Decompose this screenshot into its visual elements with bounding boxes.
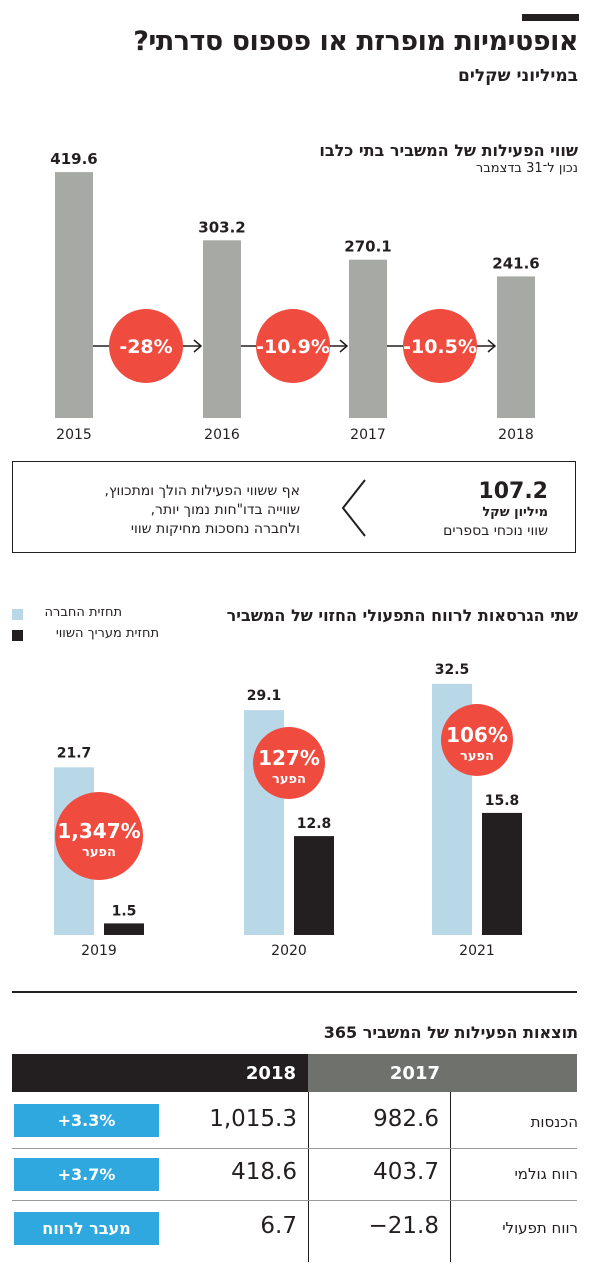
- section-divider: [12, 991, 577, 993]
- bar-2016: [203, 240, 241, 418]
- table-divider: [308, 1092, 309, 1262]
- change-label: -10.9%: [256, 336, 330, 358]
- book-value-label: שווי נוכחי בספרים: [443, 523, 548, 539]
- gap-badge: [55, 792, 143, 880]
- table-title: תוצאות הפעילות של המשביר 365: [323, 1023, 578, 1042]
- book-text-line: שווייה בדו"חות נמוך יותר,: [150, 502, 300, 518]
- data-label: 32.5: [435, 662, 470, 678]
- x-tick-label: 2020: [271, 943, 307, 959]
- arrow-icon: [487, 339, 497, 353]
- arrow-icon: [193, 339, 203, 353]
- cell-2017-operating-profit: −21.8: [368, 1213, 439, 1239]
- bar-2017: [349, 259, 387, 418]
- table-header-2017: 2017: [308, 1054, 450, 1092]
- book-text-line: ולחברה נחסכות מחיקות שווי: [130, 521, 300, 537]
- cell-2018-operating-profit: 6.7: [260, 1213, 297, 1239]
- x-tick-label: 2019: [81, 943, 117, 959]
- x-tick-label: 2017: [350, 427, 386, 443]
- page-title: אופטימיות מופרזת או פספוס סדרתי?: [133, 26, 578, 57]
- data-label: 241.6: [492, 254, 539, 272]
- book-text-line: אף ששווי הפעילות הולך ומתכווץ,: [104, 483, 300, 499]
- data-label: 12.8: [297, 816, 332, 832]
- change-badge: [256, 309, 330, 383]
- gap-label: הפער: [272, 772, 306, 787]
- table-divider: [450, 1092, 451, 1262]
- data-label: 303.2: [198, 218, 245, 236]
- data-label: 270.1: [344, 238, 391, 256]
- data-label: 1.5: [112, 903, 137, 919]
- chevron-left-icon: [341, 479, 366, 537]
- row-label-gross-profit: רווח גולמי: [514, 1165, 578, 1183]
- table-header-2018-label: 2018: [245, 1062, 296, 1084]
- top-rule: [522, 14, 579, 21]
- bar-2015: [55, 172, 93, 418]
- row-label-revenue: הכנסות: [530, 1113, 578, 1131]
- row-separator: [12, 1148, 577, 1149]
- gap-badge: [253, 727, 325, 799]
- data-label: 419.6: [50, 150, 97, 168]
- change-label: -10.5%: [403, 336, 477, 358]
- gap-value: 127%: [258, 746, 320, 770]
- gap-value: 106%: [446, 723, 508, 747]
- change-badge-revenue: +3.3%: [14, 1104, 159, 1137]
- legend-swatch-company: [12, 609, 23, 620]
- change-badge-gross-profit: +3.7%: [14, 1158, 159, 1191]
- table-header-2017-label: 2017: [389, 1062, 440, 1084]
- book-value-number: 107.2: [478, 479, 548, 504]
- x-tick-label: 2015: [56, 427, 92, 443]
- chart2-title: שתי הגרסאות לרווח התפעולי החזוי של המשבי…: [226, 606, 578, 625]
- x-tick-label: 2018: [498, 427, 534, 443]
- data-label: 15.8: [485, 793, 520, 809]
- data-label: 21.7: [57, 745, 92, 761]
- legend-label-company: תחזית החברה: [44, 605, 122, 620]
- gap-badge: [441, 704, 513, 776]
- chart2-plot: 21.7 1.5 2019 1,347% הפער 29.1 12.8 2020 127% הפע…: [54, 662, 522, 959]
- change-badge: [403, 309, 477, 383]
- cell-2017-gross-profit: 403.7: [373, 1159, 439, 1185]
- data-label: 29.1: [247, 688, 282, 704]
- cell-2017-revenue: 982.6: [373, 1106, 439, 1132]
- cell-2018-gross-profit: 418.6: [231, 1159, 297, 1185]
- chart1-plot: 419.6 2015 303.2 2016 270.1 2017 241.6 2018 -28%…: [50, 150, 539, 443]
- book-value-unit: מיליון שקל: [482, 505, 548, 520]
- bar-appraiser-2019: [104, 923, 144, 935]
- x-tick-label: 2021: [459, 943, 495, 959]
- bar-appraiser-2020: [294, 836, 334, 935]
- bar-appraiser-2021: [482, 812, 522, 935]
- x-tick-label: 2016: [204, 427, 240, 443]
- row-label-operating-profit: רווח תפעולי: [502, 1219, 578, 1237]
- book-value-box: [12, 461, 576, 553]
- change-badge-operating-profit: מעבר לרווח: [14, 1212, 159, 1245]
- change-label: -28%: [119, 336, 172, 358]
- gap-label: הפער: [82, 845, 116, 860]
- arrow-icon: [339, 339, 349, 353]
- chart1-title: שווי הפעילות של המשביר בתי כלבו: [319, 141, 578, 160]
- gap-label: הפער: [460, 749, 494, 764]
- cell-2018-revenue: 1,015.3: [209, 1106, 297, 1132]
- change-badge: [109, 309, 183, 383]
- legend-label-appraiser: תחזית מעריך השווי: [55, 626, 159, 641]
- row-separator: [12, 1200, 577, 1201]
- chart1-subtitle: נכון ל־31 בדצמבר: [475, 161, 578, 176]
- table-header-2018: 2018: [12, 1054, 308, 1092]
- legend-swatch-appraiser: [12, 630, 23, 641]
- page-subtitle: במיליוני שקלים: [458, 66, 578, 86]
- table-header-label-col: [450, 1054, 577, 1092]
- bar-2018: [497, 276, 535, 418]
- gap-value: 1,347%: [57, 819, 140, 843]
